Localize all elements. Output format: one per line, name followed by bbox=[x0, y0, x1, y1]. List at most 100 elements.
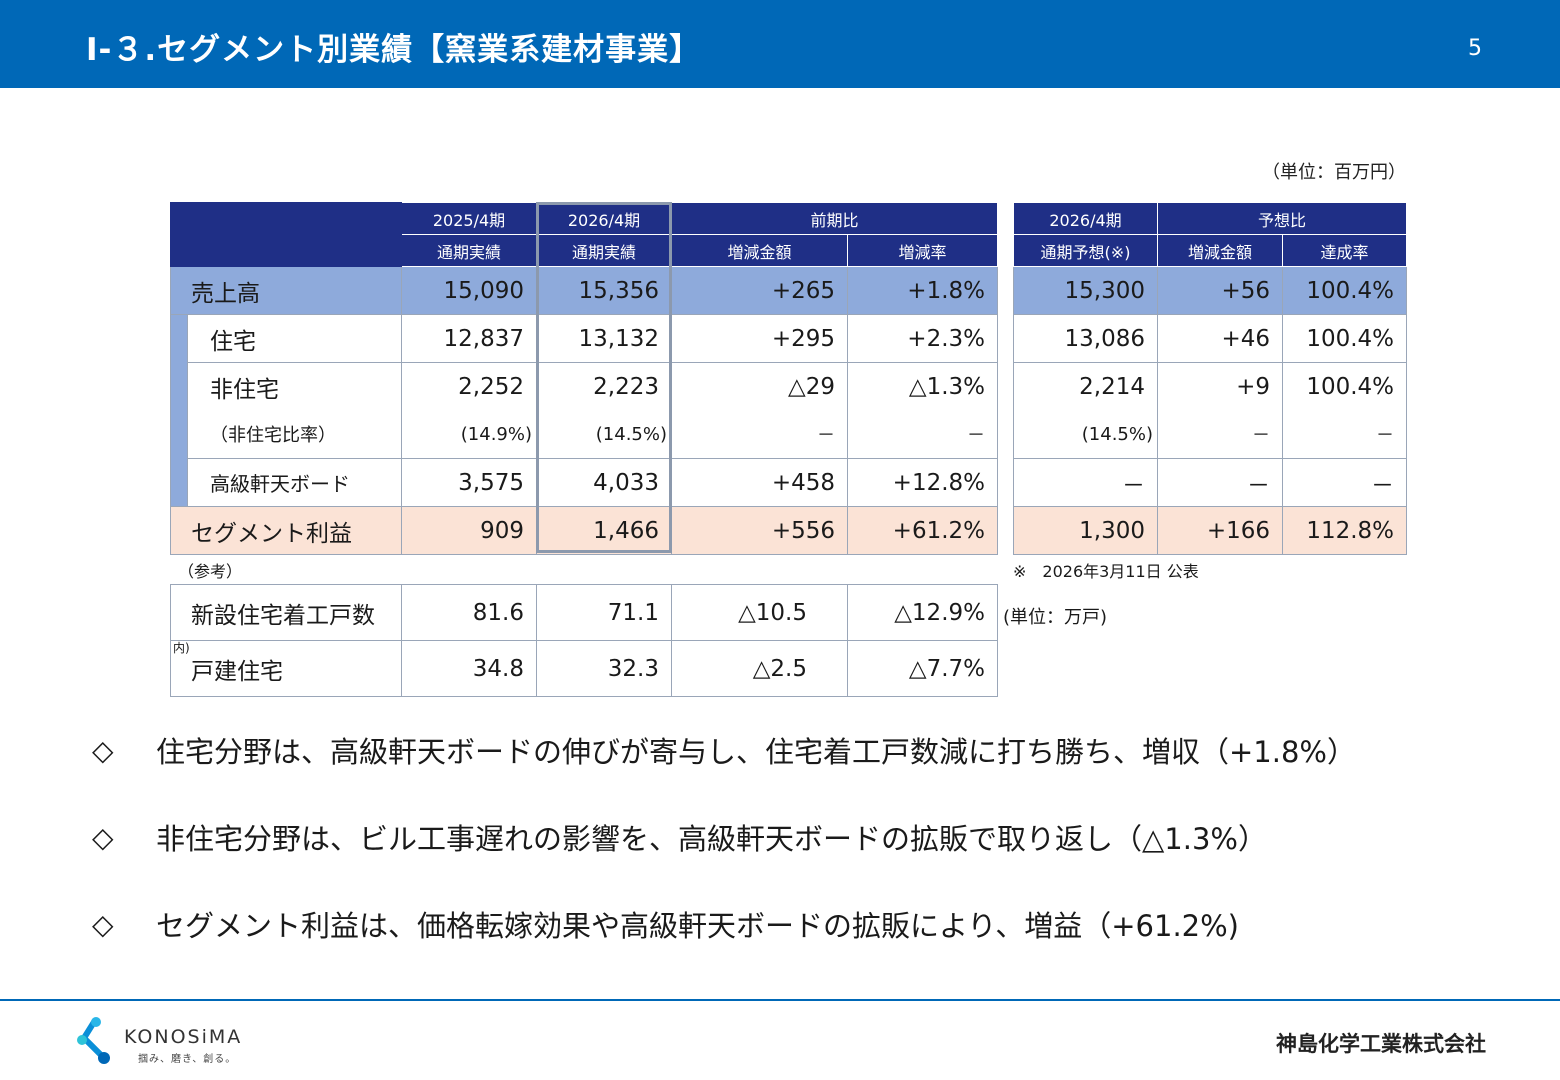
cell-2025: 34.8 bbox=[401, 640, 537, 697]
diamond-icon: ◇ bbox=[92, 907, 114, 941]
table-row-non-housing-ratio: （非住宅比率） (14.9%) (14.5%) － － bbox=[170, 410, 999, 459]
footer-divider bbox=[0, 999, 1560, 1001]
forecast-note: ※ 2026年3月11日 公表 bbox=[1013, 562, 1199, 581]
cell-forecast: 15,300 bbox=[1013, 266, 1158, 315]
row-label: 売上高 bbox=[170, 266, 402, 315]
cell-forecast: 2,214 bbox=[1013, 362, 1158, 411]
table-row-segment-profit: セグメント利益 909 1,466 +556 +61.2% bbox=[170, 506, 999, 555]
table-row-non-housing: 非住宅 2,252 2,223 △29 △1.3% bbox=[170, 362, 999, 411]
housing-starts-table: 新設住宅着工戸数 81.6 71.1 △10.5 △12.9% 内) 戸建住宅 … bbox=[170, 584, 998, 697]
cell-forecast: (14.5%) bbox=[1013, 410, 1158, 459]
header-2025-period: 2025/4期 bbox=[401, 202, 537, 235]
cell-achievement: 100.4% bbox=[1281, 266, 1408, 315]
cell-2025: (14.9%) bbox=[401, 410, 537, 459]
table-row-premium-soffit: － － － bbox=[1013, 458, 1408, 507]
cell-2026: 15,356 bbox=[536, 266, 672, 315]
cell-yoy-rate: － bbox=[846, 410, 999, 459]
page-title: Ⅰ-３.セグメント別業績【窯業系建材事業】 bbox=[86, 32, 702, 68]
cell-yoy-rate: +2.3% bbox=[846, 314, 999, 363]
header-achievement: 達成率 bbox=[1281, 234, 1408, 267]
row-label: 非住宅 bbox=[187, 362, 402, 411]
table-row-segment-profit: 1,300 +166 112.8% bbox=[1013, 506, 1408, 555]
cell-yoy-amount: +295 bbox=[671, 314, 848, 363]
cell-achievement: 112.8% bbox=[1281, 506, 1408, 555]
diamond-icon: ◇ bbox=[92, 820, 114, 854]
header-2025-type: 通期実績 bbox=[401, 234, 537, 267]
cell-2025: 2,252 bbox=[401, 362, 537, 411]
cell-forecast-amount: +166 bbox=[1157, 506, 1283, 555]
cell-yoy-rate: +1.8% bbox=[846, 266, 999, 315]
row-group-bar bbox=[170, 314, 188, 363]
table-row-non-housing: 2,214 +9 100.4% bbox=[1013, 362, 1408, 411]
cell-2025: 15,090 bbox=[401, 266, 537, 315]
diamond-icon: ◇ bbox=[92, 733, 114, 767]
bullet-item: ◇ 住宅分野は、高級軒天ボードの伸びが寄与し、住宅着工戸数減に打ち勝ち、増収（+… bbox=[92, 728, 1356, 772]
cell-forecast-amount: +9 bbox=[1157, 362, 1283, 411]
company-logo: KONOSiMA 掴み、磨き、創る。 bbox=[74, 1014, 274, 1066]
bullet-item: ◇ 非住宅分野は、ビル工事遅れの影響を、高級軒天ボードの拡販で取り返し（△1.3… bbox=[92, 815, 1356, 859]
cell-achievement: － bbox=[1281, 410, 1408, 459]
cell-2025: 909 bbox=[401, 506, 537, 555]
header-yoy-amount: 増減金額 bbox=[671, 234, 848, 267]
company-name: 神島化学工業株式会社 bbox=[1276, 1032, 1486, 1056]
table-row-sales: 15,300 +56 100.4% bbox=[1013, 266, 1408, 315]
unit-label-housing: (単位：万戸) bbox=[1003, 607, 1108, 628]
table-row-detached-housing: 内) 戸建住宅 34.8 32.3 △2.5 △7.7% bbox=[170, 640, 998, 697]
cell-2025: 3,575 bbox=[401, 458, 537, 507]
bullet-text: 住宅分野は、高級軒天ボードの伸びが寄与し、住宅着工戸数減に打ち勝ち、増収（+1.… bbox=[156, 735, 1356, 769]
logo-wordmark: KONOSiMA bbox=[124, 1026, 243, 1048]
cell-yoy-rate: +12.8% bbox=[846, 458, 999, 507]
cell-2026: 4,033 bbox=[536, 458, 672, 507]
cell-yoy-rate: △7.7% bbox=[847, 640, 998, 697]
cell-forecast-amount: － bbox=[1157, 458, 1283, 507]
row-group-bar bbox=[170, 362, 188, 411]
header-2026-type: 通期実績 bbox=[536, 234, 672, 267]
cell-yoy-amount: +458 bbox=[671, 458, 848, 507]
header-forecast-period: 2026/4期 bbox=[1013, 202, 1158, 235]
table-row-housing: 13,086 +46 100.4% bbox=[1013, 314, 1408, 363]
row-label: 住宅 bbox=[187, 314, 402, 363]
bullet-item: ◇ セグメント利益は、価格転嫁効果や高級軒天ボードの拡販により、増益（+61.2… bbox=[92, 902, 1356, 946]
header-yoy-rate: 増減率 bbox=[846, 234, 999, 267]
row-label: （非住宅比率） bbox=[187, 410, 402, 459]
cell-yoy-amount: － bbox=[671, 410, 848, 459]
cell-yoy-rate: +61.2% bbox=[846, 506, 999, 555]
segment-table: 2025/4期 2026/4期 前期比 通期実績 通期実績 増減金額 増減率 売… bbox=[170, 202, 999, 555]
header-bar: Ⅰ-３.セグメント別業績【窯業系建材事業】 5 bbox=[0, 0, 1560, 88]
unit-label: （単位：百万円） bbox=[1262, 162, 1406, 183]
inner-prefix: 内) bbox=[173, 641, 190, 656]
table-row-housing: 住宅 12,837 13,132 +295 +2.3% bbox=[170, 314, 999, 363]
cell-forecast-amount: － bbox=[1157, 410, 1283, 459]
header-forecast-type: 通期予想(※) bbox=[1013, 234, 1158, 267]
cell-2026: (14.5%) bbox=[536, 410, 672, 459]
cell-yoy-rate: △1.3% bbox=[846, 362, 999, 411]
row-group-bar bbox=[170, 458, 188, 507]
header-forecast-group: 予想比 bbox=[1156, 202, 1408, 235]
logo-tagline: 掴み、磨き、創る。 bbox=[138, 1054, 237, 1065]
forecast-table: 2026/4期 予想比 通期予想(※) 増減金額 達成率 15,300 +56 … bbox=[1013, 202, 1408, 555]
cell-forecast: 13,086 bbox=[1013, 314, 1158, 363]
cell-forecast-amount: +46 bbox=[1157, 314, 1283, 363]
bullet-text: 非住宅分野は、ビル工事遅れの影響を、高級軒天ボードの拡販で取り返し（△1.3%） bbox=[156, 822, 1267, 856]
header-2026-period: 2026/4期 bbox=[536, 202, 672, 235]
cell-2025: 81.6 bbox=[401, 584, 537, 641]
table-row-sales: 売上高 15,090 15,356 +265 +1.8% bbox=[170, 266, 999, 315]
row-label: 新設住宅着工戸数 bbox=[170, 584, 402, 641]
cell-2025: 12,837 bbox=[401, 314, 537, 363]
cell-2026: 1,466 bbox=[536, 506, 672, 555]
cell-achievement: 100.4% bbox=[1281, 314, 1408, 363]
row-label-cell: 内) 高級軒天ボード bbox=[187, 458, 402, 507]
row-label: セグメント利益 bbox=[170, 506, 402, 555]
table-row-premium-soffit: 内) 高級軒天ボード 3,575 4,033 +458 +12.8% bbox=[170, 458, 999, 507]
header-forecast-amount: 増減金額 bbox=[1157, 234, 1283, 267]
cell-forecast: 1,300 bbox=[1013, 506, 1158, 555]
bullet-text: セグメント利益は、価格転嫁効果や高級軒天ボードの拡販により、増益（+61.2%) bbox=[156, 909, 1240, 943]
row-label-cell: 内) 戸建住宅 bbox=[170, 640, 402, 697]
cell-achievement: － bbox=[1281, 458, 1408, 507]
cell-2026: 2,223 bbox=[536, 362, 672, 411]
cell-2026: 71.1 bbox=[536, 584, 672, 641]
reference-label: （参考） bbox=[178, 562, 243, 581]
cell-yoy-amount: △10.5 bbox=[671, 584, 848, 641]
cell-yoy-amount: △2.5 bbox=[671, 640, 848, 697]
cell-2026: 13,132 bbox=[536, 314, 672, 363]
